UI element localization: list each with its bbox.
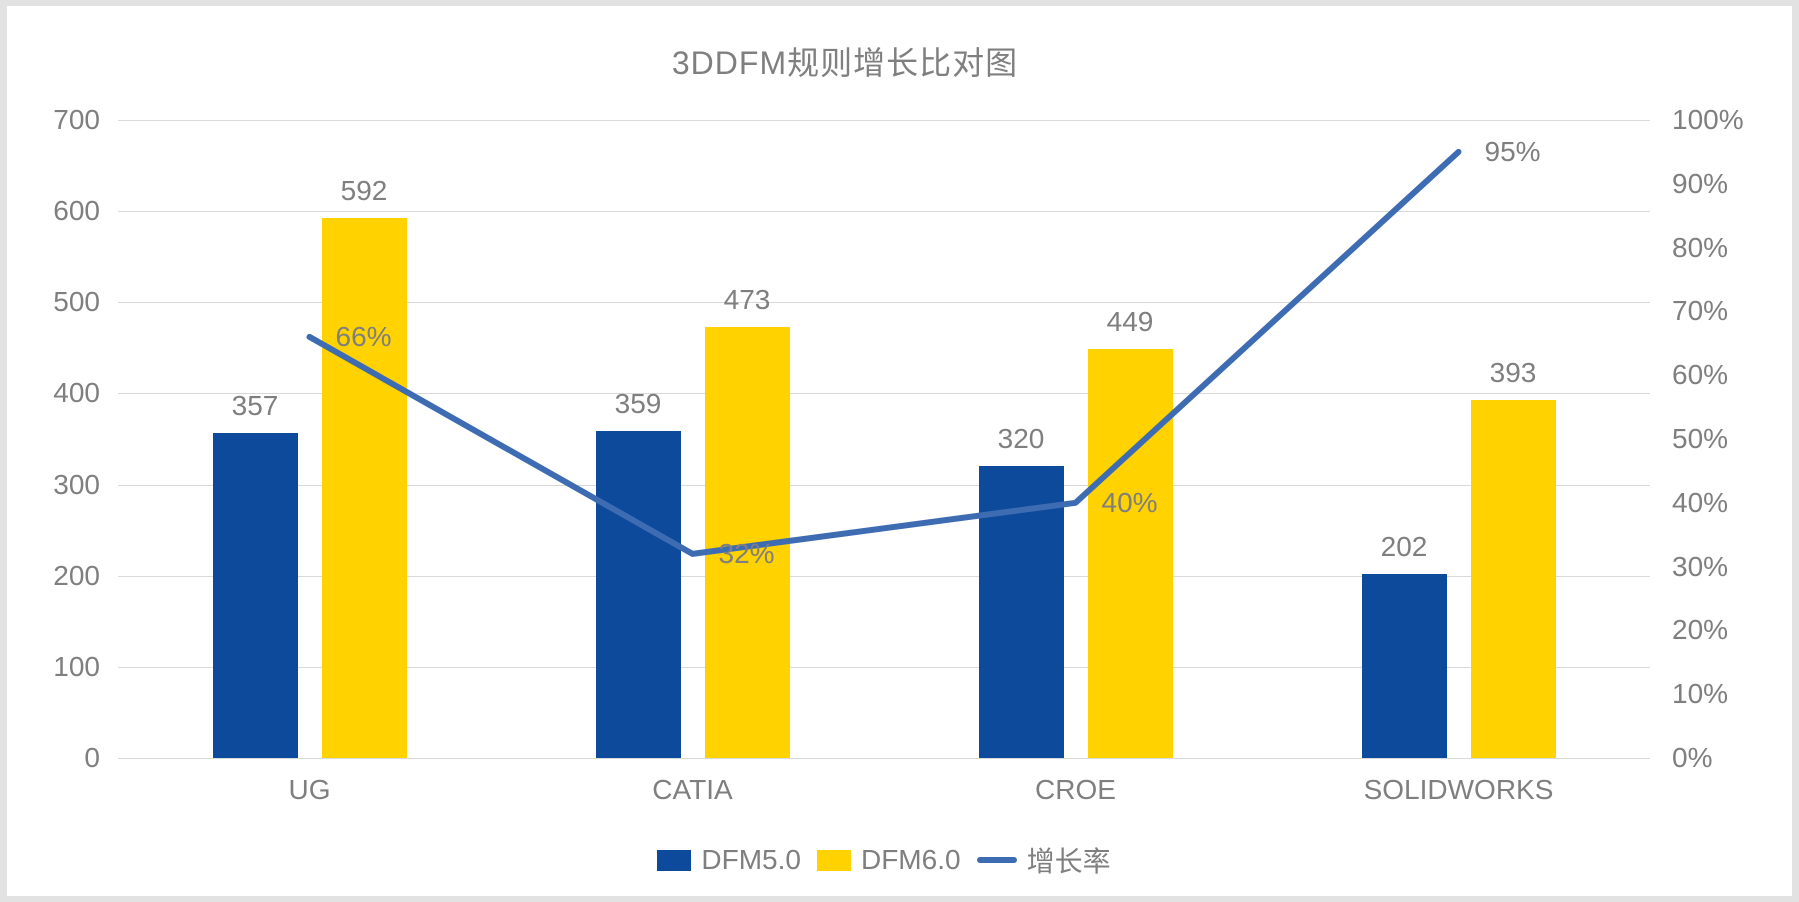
right-axis-tick-label: 70% — [1672, 295, 1729, 327]
dfm5-bar — [978, 466, 1064, 758]
left-axis-tick-label: 600 — [53, 195, 100, 227]
category-label: CROE — [1035, 774, 1116, 805]
bar-value-label: 357 — [231, 389, 279, 421]
legend: DFM5.0 DFM6.0 增长率 — [118, 840, 1650, 880]
right-axis-tick-label: 60% — [1672, 359, 1729, 391]
left-axis-tick-label: 400 — [53, 377, 100, 409]
legend-item-growth: 增长率 — [976, 840, 1111, 880]
right-axis-tick-label: 0% — [1672, 742, 1713, 773]
bar-value-label: 449 — [1106, 305, 1154, 337]
left-axis-tick-label: 100 — [53, 650, 100, 682]
right-axis-tick-label: 80% — [1672, 231, 1729, 263]
legend-line-marker — [976, 857, 1017, 863]
left-axis-tick-label: 300 — [53, 468, 100, 500]
dfm5-bar — [595, 430, 681, 758]
dfm5-bar — [1361, 573, 1447, 758]
right-axis-tick-label: 10% — [1672, 678, 1729, 710]
category-label: SOLIDWORKS — [1363, 774, 1554, 805]
right-axis-tick-label: 20% — [1672, 614, 1729, 646]
bar-value-label: 320 — [997, 423, 1045, 455]
right-axis-tick-label: 50% — [1672, 423, 1729, 454]
growth-percent-label: 66% — [335, 320, 392, 352]
bar-value-label: 202 — [1380, 530, 1428, 562]
bar-value-label: 393 — [1489, 356, 1537, 388]
gridline — [118, 758, 1650, 759]
legend-label: DFM5.0 — [701, 844, 801, 875]
dfm5-bar — [212, 432, 298, 758]
chart-title: 3DDFM规则增长比对图 — [671, 45, 1019, 81]
legend-swatch — [816, 849, 851, 871]
legend-item-dfm6: DFM6.0 — [816, 844, 961, 876]
dfm6-bar — [1470, 399, 1556, 758]
right-axis-tick-label: 90% — [1672, 167, 1729, 199]
legend-label: 增长率 — [1026, 846, 1111, 877]
right-axis-tick-label: 40% — [1672, 486, 1729, 518]
right-axis-tick-label: 30% — [1672, 550, 1729, 582]
growth-percent-label: 32% — [718, 537, 775, 569]
legend-swatch — [657, 849, 692, 871]
right-axis-tick-label: 100% — [1672, 104, 1744, 135]
gridline — [118, 211, 1650, 213]
left-axis-tick-label: 700 — [53, 104, 100, 135]
gridline — [118, 666, 1650, 668]
gridline — [118, 575, 1650, 577]
bar-value-label: 592 — [340, 175, 388, 207]
bar-value-label: 473 — [723, 283, 771, 315]
bar-value-label: 359 — [614, 387, 662, 419]
category-label: UG — [288, 774, 331, 805]
growth-percent-label: 95% — [1484, 135, 1541, 167]
legend-label: DFM6.0 — [860, 844, 961, 875]
dfm6-bar — [321, 218, 407, 758]
left-axis-tick-label: 200 — [53, 559, 100, 591]
category-label: CATIA — [652, 774, 733, 805]
left-axis-tick-label: 500 — [53, 286, 100, 318]
growth-percent-label: 40% — [1101, 486, 1158, 518]
left-axis-tick-label: 0 — [84, 742, 100, 773]
gridline — [118, 120, 1650, 121]
legend-item-dfm5: DFM5.0 — [657, 844, 801, 876]
dfm6-bar — [1087, 348, 1173, 758]
